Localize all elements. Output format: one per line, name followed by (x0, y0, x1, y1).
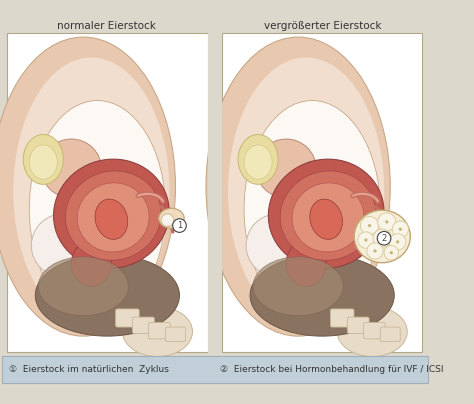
Text: ①  Eierstock im natürlichen  Zyklus: ① Eierstock im natürlichen Zyklus (9, 365, 169, 374)
FancyBboxPatch shape (347, 317, 369, 333)
Text: ②  Eierstock bei Hormonbehandlung für IVF / ICSI: ② Eierstock bei Hormonbehandlung für IVF… (220, 365, 444, 374)
Ellipse shape (0, 37, 175, 336)
Ellipse shape (286, 241, 326, 286)
FancyBboxPatch shape (0, 19, 429, 385)
Circle shape (161, 214, 174, 227)
Ellipse shape (238, 135, 278, 184)
Ellipse shape (253, 257, 343, 316)
Ellipse shape (41, 139, 101, 198)
Text: 2: 2 (382, 234, 387, 243)
FancyBboxPatch shape (330, 309, 354, 327)
Ellipse shape (206, 37, 390, 336)
Circle shape (390, 234, 406, 250)
Circle shape (390, 251, 393, 255)
Ellipse shape (256, 139, 316, 198)
FancyBboxPatch shape (148, 322, 170, 339)
Circle shape (381, 237, 384, 240)
Circle shape (367, 243, 383, 259)
Ellipse shape (354, 210, 410, 263)
Circle shape (385, 220, 388, 223)
Ellipse shape (65, 171, 161, 260)
FancyBboxPatch shape (364, 322, 385, 339)
Circle shape (173, 219, 186, 232)
Circle shape (374, 249, 377, 252)
Ellipse shape (246, 214, 310, 277)
FancyBboxPatch shape (7, 34, 208, 352)
Circle shape (396, 240, 399, 244)
Ellipse shape (280, 171, 376, 260)
FancyBboxPatch shape (116, 309, 139, 327)
Circle shape (373, 229, 392, 247)
Ellipse shape (29, 101, 165, 318)
Ellipse shape (72, 241, 111, 286)
FancyBboxPatch shape (380, 327, 400, 341)
Ellipse shape (35, 255, 180, 336)
Ellipse shape (244, 145, 272, 179)
Ellipse shape (122, 307, 192, 356)
Circle shape (384, 246, 399, 260)
Circle shape (399, 227, 402, 231)
FancyBboxPatch shape (208, 19, 222, 356)
FancyBboxPatch shape (2, 356, 428, 383)
Text: normaler Eierstock: normaler Eierstock (57, 21, 156, 31)
Circle shape (378, 213, 396, 231)
Ellipse shape (310, 199, 343, 239)
Circle shape (358, 232, 374, 248)
Circle shape (368, 224, 371, 227)
Ellipse shape (268, 159, 384, 268)
Ellipse shape (337, 307, 407, 356)
FancyBboxPatch shape (133, 317, 155, 333)
Text: vergrößerter Eierstock: vergrößerter Eierstock (264, 21, 382, 31)
Ellipse shape (54, 159, 169, 268)
Ellipse shape (23, 135, 64, 184)
Ellipse shape (31, 214, 95, 277)
Ellipse shape (159, 208, 184, 228)
Ellipse shape (292, 183, 364, 252)
Ellipse shape (13, 57, 170, 325)
Ellipse shape (250, 255, 394, 336)
FancyBboxPatch shape (165, 327, 185, 341)
Circle shape (392, 221, 409, 237)
Ellipse shape (244, 101, 380, 318)
Text: 1: 1 (177, 221, 182, 230)
Ellipse shape (228, 57, 384, 325)
FancyBboxPatch shape (222, 34, 422, 352)
Circle shape (377, 231, 391, 245)
Circle shape (365, 238, 367, 242)
Ellipse shape (29, 145, 57, 179)
Ellipse shape (77, 183, 149, 252)
Circle shape (361, 217, 379, 235)
Ellipse shape (95, 199, 128, 239)
Ellipse shape (38, 257, 128, 316)
